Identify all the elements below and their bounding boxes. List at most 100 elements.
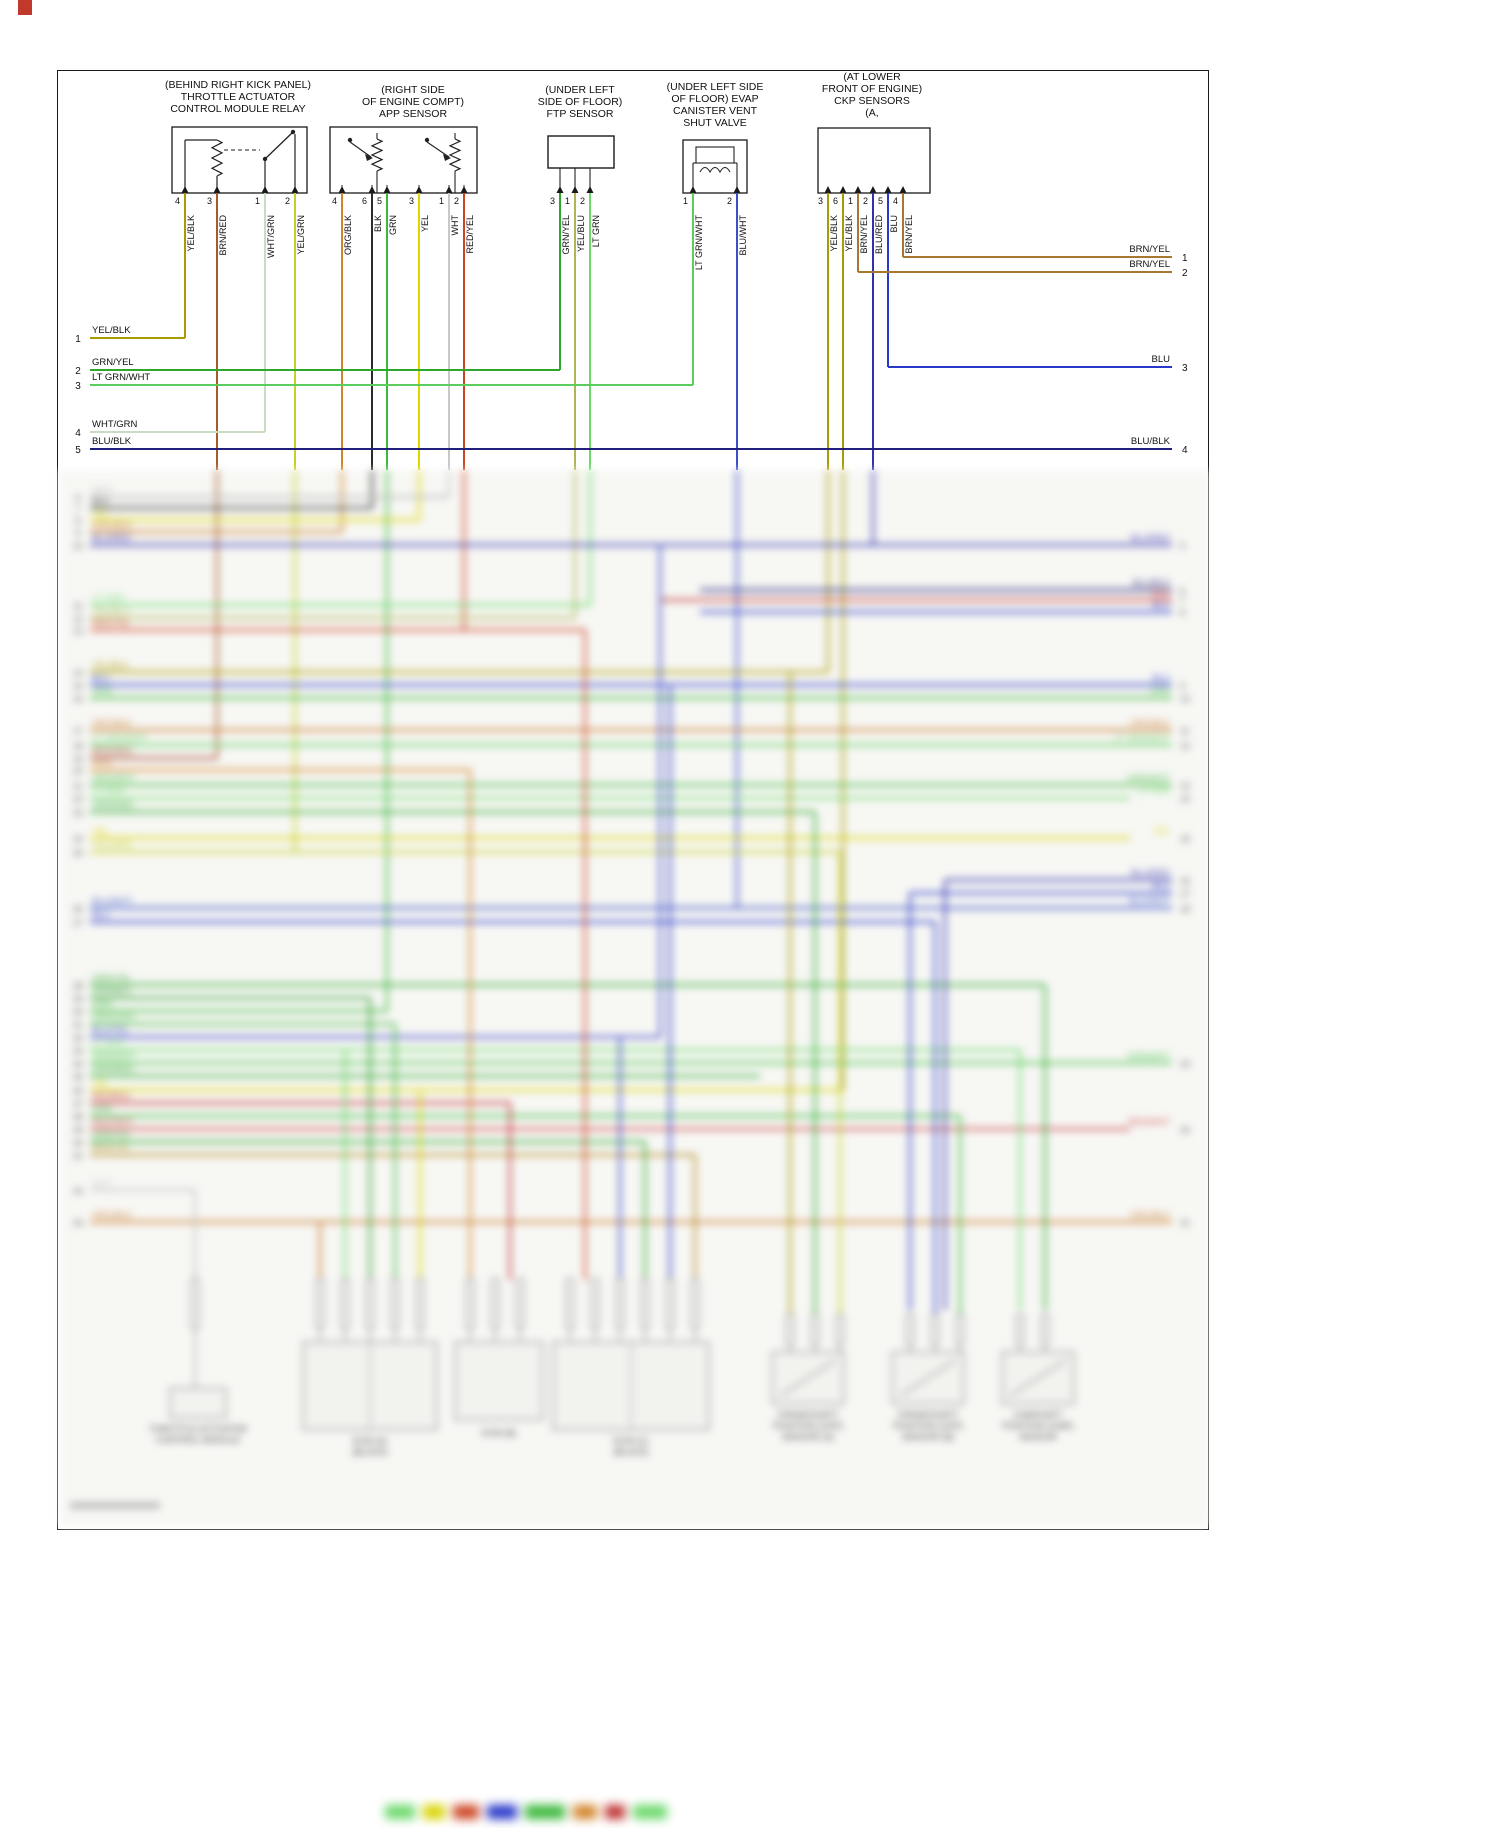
wire-color-label: GRN/BLK (92, 986, 132, 996)
component-title: (BEHIND RIGHT KICK PANEL) (165, 79, 311, 91)
component-title: CANISTER VENT (673, 105, 758, 117)
bottom-strip-block (525, 1805, 565, 1819)
connector-label: SENSOR (B) (902, 1432, 955, 1442)
connector-pin (1040, 1313, 1050, 1347)
wire-color-label: WHT (92, 1178, 113, 1188)
wire-number: 16 (73, 694, 83, 704)
wire-number: 21 (73, 781, 83, 791)
wire-color-label: BLU/RED (1131, 868, 1171, 878)
wire-color-label: BLU/RED (874, 215, 884, 255)
connector-pin (415, 1277, 425, 1331)
wire-color-label: GRN/WHT (92, 1051, 135, 1061)
wire-color-label: BRN/YEL (859, 215, 869, 254)
wire-color-label: BRN/YEL (92, 1143, 131, 1153)
pin-number: 3 (409, 196, 414, 206)
wire-number: 33 (73, 1046, 83, 1056)
wire-number: 1 (75, 334, 81, 345)
wire-number: 20 (1180, 1125, 1190, 1135)
potentiometer-resistor (448, 138, 462, 172)
wire-number: 21 (1180, 1218, 1190, 1228)
connector-pin (465, 1277, 475, 1331)
wire-color-label: YEL (420, 215, 430, 232)
connector-pin (785, 1313, 795, 1347)
wire-number: 2 (1182, 268, 1188, 279)
wire-color-label: ORG/BLK (1130, 718, 1170, 728)
connector-pin (955, 1313, 965, 1347)
wire-number: 7 (1180, 596, 1185, 606)
component-title: THROTTLE ACTUATOR (181, 91, 296, 103)
connector-label: CONTROL MODULE (156, 1435, 241, 1445)
wire-color-label: ORG (92, 758, 113, 768)
wire-color-label: BLU (92, 673, 110, 683)
connector-pin (665, 1277, 675, 1331)
wiring-diagram-blur-layer: WHT 6 BLK 7 YEL 8 ORG/BLK 9 BLU/RED 10 BLU/RED 5 BLU… (70, 470, 1190, 1509)
wire-number: 22 (73, 794, 83, 804)
pin-number: 3 (818, 196, 823, 206)
wire-color-label: LT GRN (92, 593, 124, 603)
wire-number: 34 (73, 1059, 83, 1069)
wire-color-label: BLU/RED (1131, 533, 1171, 543)
pin-number: 1 (683, 196, 688, 206)
wire-color-label: LT GRN (92, 786, 124, 796)
wire-number: 42 (73, 1186, 83, 1196)
wire-color-label: WHT/GRN (266, 215, 276, 258)
wire-color-label: BLU/WHT (738, 214, 748, 255)
wire-color-label: BLU/YEL (92, 1025, 129, 1035)
pin-arrow (291, 186, 299, 193)
wire-number: 8 (1180, 608, 1185, 618)
connector-pin (590, 1277, 600, 1331)
wire-number: 38 (73, 1112, 83, 1122)
pin-arrow (383, 186, 391, 193)
wire-color-label: GRN/WHT (92, 773, 135, 783)
component-title: CKP SENSORS (834, 95, 910, 107)
wire-number: 9 (75, 528, 80, 538)
wire-number: 39 (73, 1125, 83, 1135)
wire-number: 12 (1180, 741, 1190, 751)
relay-coil-symbol (210, 139, 224, 177)
wire-number: 3 (75, 381, 81, 392)
pin-arrow (854, 186, 862, 193)
component-title: (A, (865, 107, 878, 119)
pin-number: 4 (175, 196, 180, 206)
component-title: (UNDER LEFT (545, 84, 615, 96)
connector-label: SENSOR (A) (782, 1432, 835, 1442)
wire-color-label: GRN/YEL (92, 1130, 132, 1140)
wire-color-label: YEL/BLK (844, 215, 854, 252)
connector-label: CRANKSHAFT (897, 1410, 959, 1420)
wire-number: 37 (73, 1099, 83, 1109)
component-title: OF ENGINE COMPT) (362, 96, 464, 108)
wire-number: 11 (73, 601, 82, 611)
sensor-diagonal (899, 1359, 957, 1397)
wire-color-label: BLU/RED (92, 533, 132, 543)
pin-number: 2 (454, 196, 459, 206)
bottom-strip-block (423, 1805, 445, 1819)
pin-number: 6 (362, 196, 367, 206)
connector-pin (515, 1277, 525, 1331)
bottom-strip-block (605, 1805, 625, 1819)
pin-arrow (571, 186, 579, 193)
wire-color-label: BLU (1152, 881, 1170, 891)
wire-number: 5 (1180, 541, 1185, 551)
wire-number: 17 (1180, 889, 1190, 899)
wire-number: 19 (73, 754, 83, 764)
wire-color-label: GRN/WHT (1127, 773, 1170, 783)
wire-color-label: YEL/BLK (829, 215, 839, 252)
connector-pin (810, 1313, 820, 1347)
wire-color-label: BRN/YEL (904, 215, 914, 254)
connector-label: POSITION (CKP) (773, 1421, 843, 1431)
sensor-diagonal (1009, 1359, 1067, 1397)
wire-color-label: YEL/GRN (296, 215, 306, 255)
wire-number: 9 (1180, 681, 1185, 691)
wire-number: 35 (73, 1072, 83, 1082)
pin-number: 2 (580, 196, 585, 206)
wire-number: 18 (1180, 904, 1190, 914)
pin-number: 1 (565, 196, 570, 206)
component-title: FTP SENSOR (547, 108, 614, 120)
bottom-strip-block (487, 1805, 517, 1819)
wiper-dot (347, 137, 353, 143)
footer-smudge (70, 1502, 160, 1509)
connector-label: ECM (B) (482, 1428, 517, 1438)
wire-color-label: LT GRN (92, 1038, 124, 1048)
evap-canister-vent-shut-valve-box (682, 139, 748, 194)
